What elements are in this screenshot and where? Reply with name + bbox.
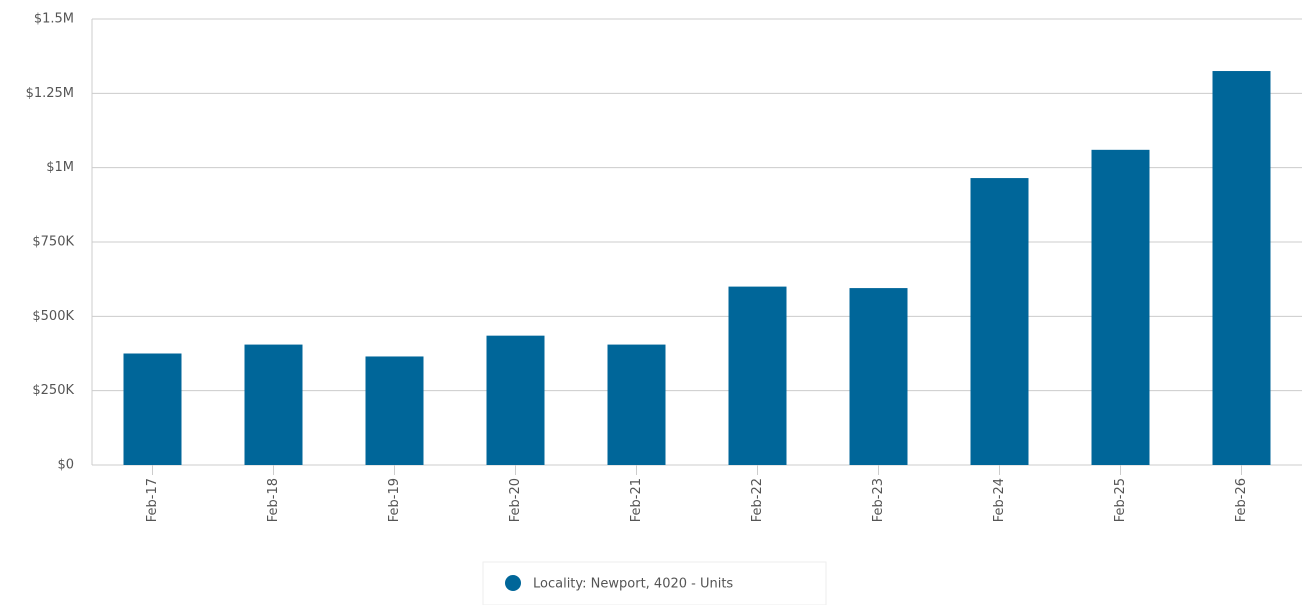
y-tick-label: $0: [57, 458, 74, 473]
bar: [1212, 71, 1271, 466]
bar: [1091, 149, 1150, 465]
x-tick-label: Feb-24: [992, 478, 1007, 522]
x-tick-label: Feb-22: [750, 478, 765, 522]
bar: [365, 356, 424, 465]
x-tick-label: Feb-25: [1113, 478, 1128, 522]
y-tick-label: $250K: [32, 383, 74, 398]
y-tick-label: $500K: [32, 309, 74, 324]
y-tick-label: $1M: [46, 160, 74, 175]
y-tick-label: $750K: [32, 235, 74, 250]
x-tick-label: Feb-18: [266, 478, 281, 522]
bar: [728, 286, 787, 465]
bar: [486, 335, 545, 465]
legend-label: Locality: Newport, 4020 - Units: [533, 577, 733, 592]
x-tick-label: Feb-21: [629, 478, 644, 522]
legend-box: [482, 561, 827, 605]
x-tick-label: Feb-26: [1234, 478, 1249, 522]
y-tick-label: $1.25M: [26, 86, 74, 101]
x-tick-label: Feb-17: [145, 478, 160, 522]
bar: [244, 344, 303, 465]
x-tick-label: Feb-20: [508, 478, 523, 522]
x-tick-label: Feb-23: [871, 478, 886, 522]
bar: [970, 178, 1029, 465]
x-tick-label: Feb-19: [387, 478, 402, 522]
y-tick-label: $1.5M: [34, 12, 74, 27]
bar: [607, 344, 666, 465]
legend-marker: [505, 575, 521, 591]
bar: [849, 288, 908, 465]
bar: [123, 353, 182, 465]
